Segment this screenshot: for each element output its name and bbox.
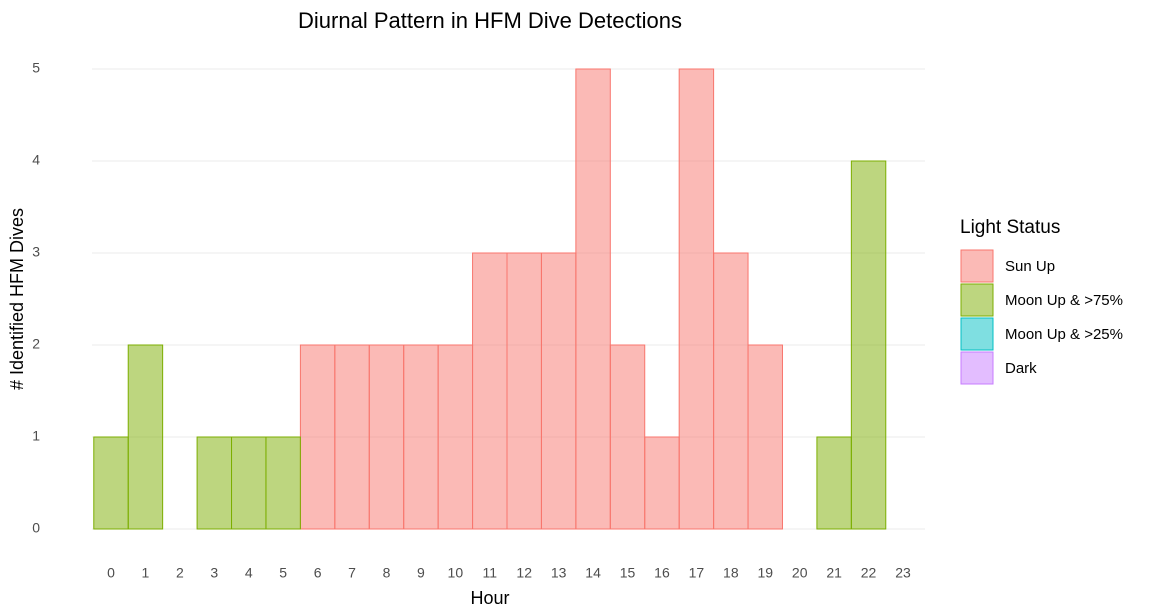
x-tick-label: 1 (142, 565, 150, 581)
x-tick-label: 20 (792, 565, 808, 581)
x-tick-label: 21 (826, 565, 842, 581)
legend-label: Sun Up (1005, 258, 1055, 275)
y-tick-label: 0 (32, 520, 40, 536)
x-tick-label: 11 (483, 565, 498, 581)
bar (506, 252, 542, 530)
bar (816, 436, 852, 530)
x-tick-label: 4 (245, 565, 253, 581)
legend-key (960, 249, 994, 283)
x-tick-label: 19 (757, 565, 773, 581)
bar (747, 344, 783, 530)
x-tick-label: 16 (654, 565, 670, 581)
x-tick-label: 22 (861, 565, 877, 581)
x-tick-label: 6 (314, 565, 322, 581)
bar (334, 344, 370, 530)
x-tick-label: 15 (620, 565, 636, 581)
legend-label: Moon Up & >75% (1005, 292, 1123, 309)
x-tick-label: 5 (279, 565, 287, 581)
y-tick-label: 5 (32, 60, 40, 76)
bar (127, 344, 164, 530)
x-tick-label: 8 (383, 565, 391, 581)
bar (850, 160, 887, 530)
x-tick-label: 23 (895, 565, 911, 581)
bar (299, 344, 336, 530)
legend-label: Moon Up & >25% (1005, 326, 1123, 343)
x-tick-label: 3 (210, 565, 218, 581)
bar (437, 344, 474, 530)
x-tick-label: 9 (417, 565, 425, 581)
bar (231, 436, 267, 530)
bar (196, 436, 233, 530)
x-tick-label: 13 (551, 565, 567, 581)
legend-label: Dark (1005, 360, 1037, 377)
chart-title: Diurnal Pattern in HFM Dive Detections (298, 8, 682, 33)
x-tick-label: 17 (689, 565, 705, 581)
bar (644, 436, 680, 530)
x-tick-label: 12 (516, 565, 532, 581)
bar (678, 68, 715, 530)
bar (575, 68, 611, 530)
legend-key (960, 317, 994, 351)
bar (472, 252, 508, 530)
y-axis-title: # Identified HFM Dives (7, 208, 27, 390)
x-axis-title: Hour (470, 588, 509, 608)
bar (609, 344, 646, 530)
x-tick-label: 18 (723, 565, 739, 581)
y-tick-label: 3 (32, 244, 40, 260)
legend-key (960, 351, 994, 385)
bar (713, 252, 749, 530)
bar (368, 344, 405, 530)
x-tick-label: 2 (176, 565, 184, 581)
x-tick-label: 10 (448, 565, 464, 581)
bar (540, 252, 577, 530)
bar (403, 344, 439, 530)
x-tick-label: 0 (107, 565, 115, 581)
y-tick-label: 2 (32, 336, 40, 352)
bar (93, 436, 129, 530)
y-tick-label: 4 (32, 152, 40, 168)
x-tick-label: 14 (585, 565, 601, 581)
legend-key (960, 283, 994, 317)
legend-title: Light Status (960, 217, 1060, 238)
y-tick-label: 1 (32, 428, 40, 444)
x-tick-label: 7 (348, 565, 356, 581)
bar (265, 436, 301, 530)
